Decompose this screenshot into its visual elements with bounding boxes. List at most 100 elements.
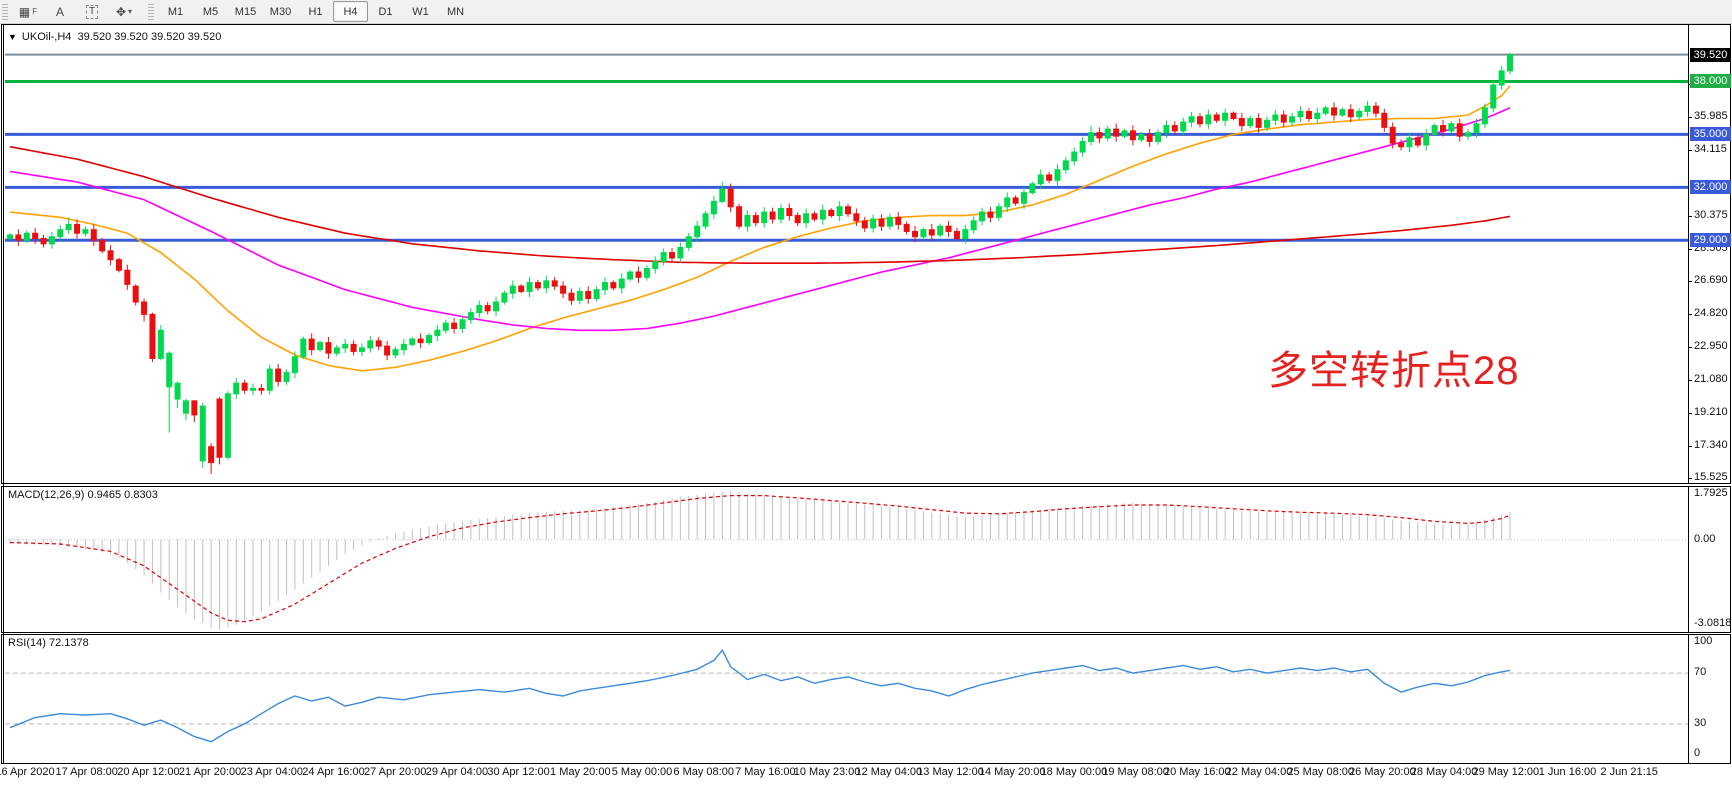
price-tick-label: 22.950	[1694, 340, 1728, 353]
price-tick-label: 35.985	[1694, 110, 1728, 123]
candle-body	[635, 271, 642, 278]
candle-body	[937, 225, 944, 236]
candle-body	[417, 338, 424, 344]
rsi-header: RSI(14) 72.1378	[8, 637, 89, 649]
timeframe-group: M1 M5 M15 M30 H1 H4 D1 W1 MN	[158, 1, 473, 22]
candle-body	[1481, 107, 1488, 125]
candle-body	[1020, 192, 1027, 204]
candle-body	[1029, 183, 1036, 194]
candle-body	[367, 340, 374, 349]
candle-body	[685, 236, 692, 248]
price-badge-29.000: 29.000	[1690, 233, 1731, 248]
price-tick-mark	[1688, 477, 1692, 479]
candle-body	[853, 213, 860, 222]
candle-body	[434, 329, 441, 337]
candle-body	[1439, 125, 1446, 132]
candle-body	[1037, 174, 1044, 185]
candle-body	[752, 215, 759, 224]
text-label-tool-icon[interactable]: T	[76, 1, 108, 22]
price-badge-35.000: 35.000	[1690, 127, 1731, 142]
timeframe-m1[interactable]: M1	[167, 5, 184, 18]
candle-body	[618, 278, 625, 289]
timeframe-w1[interactable]: W1	[412, 5, 429, 18]
chart-annotation-text[interactable]: 多空转折点28	[1268, 349, 1520, 393]
candle-body	[358, 347, 365, 352]
candle-body	[694, 225, 701, 238]
candle-body	[208, 446, 215, 464]
candle-body	[501, 292, 508, 303]
timeframe-m5[interactable]: M5	[202, 5, 219, 18]
timeframe-mn[interactable]: MN	[446, 5, 465, 18]
candle-body	[40, 238, 47, 245]
rsi-tick-label: 100	[1694, 635, 1713, 647]
candle-body	[199, 405, 206, 462]
rsi-line	[9, 648, 1511, 743]
time-axis-label: 1 Jun 16:00	[1538, 766, 1597, 778]
candle-body	[1448, 123, 1455, 132]
candle-body	[325, 342, 332, 354]
candle-body	[1113, 128, 1120, 137]
candle-body	[493, 301, 500, 312]
candle-body	[794, 215, 801, 224]
timeframe-m30[interactable]: M30	[269, 5, 292, 18]
candle-body	[350, 343, 357, 352]
candle-body	[107, 250, 114, 261]
candle-body	[233, 382, 240, 395]
candle-body	[1129, 130, 1136, 141]
candle-body	[627, 271, 634, 280]
candle-body	[7, 234, 13, 240]
price-tick-label: 19.210	[1694, 406, 1728, 418]
candle-body	[174, 382, 181, 400]
candle-body	[1088, 132, 1095, 142]
candle-body	[593, 289, 600, 299]
candle-body	[970, 220, 977, 231]
candle-body	[99, 239, 106, 252]
candle-body	[467, 312, 474, 321]
cursor-tool-icon[interactable]: A	[55, 4, 64, 19]
candle-body	[459, 319, 466, 329]
price-tick-label: 17.340	[1694, 439, 1728, 451]
price-tick-label: 24.820	[1694, 307, 1728, 320]
candle-body	[1289, 116, 1296, 123]
timeframe-h1[interactable]: H1	[308, 5, 323, 18]
candle-body	[1104, 128, 1111, 139]
candle-body	[375, 340, 382, 347]
candle-body	[1180, 121, 1187, 132]
candle-body	[65, 223, 72, 231]
time-axis-label: 10 May 23:00	[793, 766, 861, 778]
candle-body	[442, 322, 449, 331]
templates-grid-icon[interactable]: ▦ F	[18, 4, 38, 19]
candle-body	[484, 305, 491, 312]
timeframe-d1[interactable]: D1	[378, 5, 393, 18]
candle-body	[1414, 137, 1421, 146]
rsi-tick-label: 30	[1694, 716, 1707, 729]
candle-body	[1389, 126, 1396, 144]
candle-body	[836, 206, 843, 217]
toolbar-grip[interactable]	[2, 3, 8, 20]
price-tick-mark	[1688, 445, 1692, 447]
rsi-tick-label: 0	[1694, 747, 1701, 759]
candle-body	[995, 206, 1002, 218]
candle-body	[744, 215, 751, 227]
candle-body	[409, 338, 416, 345]
timeframe-m15[interactable]: M15	[234, 5, 257, 18]
rsi-tick-label: 70	[1694, 666, 1707, 679]
candle-body	[241, 382, 248, 391]
candle-body	[342, 343, 349, 349]
toolbar-grip-2[interactable]	[148, 3, 154, 20]
candle-body	[1272, 114, 1279, 121]
candle-body	[1163, 125, 1170, 134]
price-tick-mark	[1688, 215, 1692, 217]
drawing-tools-icon[interactable]: ✥ ▾	[115, 4, 133, 19]
candle-body	[182, 400, 189, 414]
candle-body	[551, 280, 558, 287]
timeframe-h4[interactable]: H4	[333, 1, 368, 22]
symbol-dropdown-icon[interactable]: ▼	[8, 32, 17, 42]
price-tick-label: 15.525	[1694, 471, 1728, 484]
candle-body	[166, 352, 173, 388]
candle-body	[870, 218, 877, 229]
candle-body	[811, 213, 818, 220]
candle-body	[1498, 70, 1505, 86]
candle-body	[1155, 132, 1162, 142]
